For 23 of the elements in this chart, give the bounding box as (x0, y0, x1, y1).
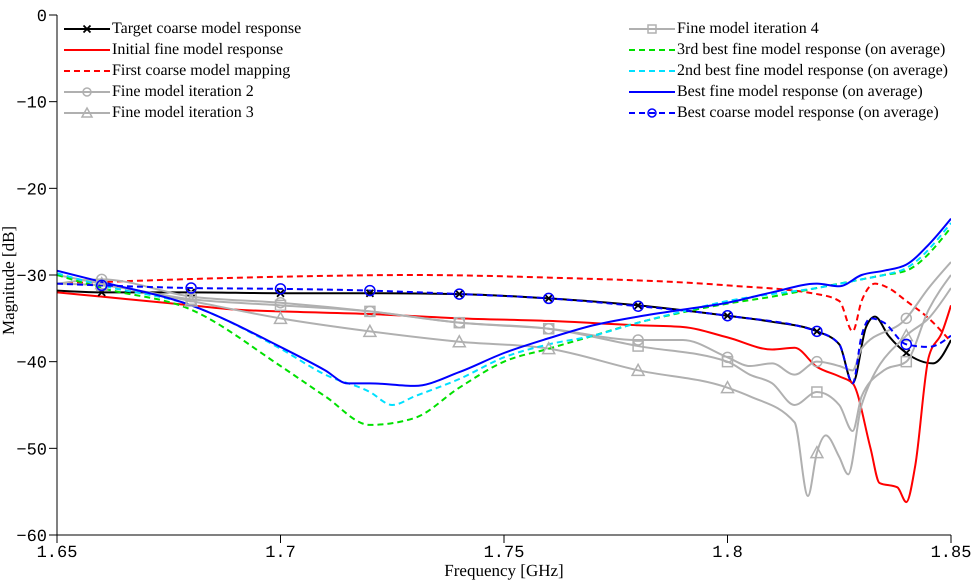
legend-label: 2nd best fine model response (on average) (676, 62, 948, 80)
x-tick-label: 1.8 (712, 544, 743, 564)
legend-label: Fine model iteration 2 (112, 82, 254, 100)
y-tick-label: −40 (16, 354, 47, 374)
y-tick-label: −30 (16, 268, 47, 288)
x-tick-label: 1.75 (484, 544, 524, 564)
x-tick-label: 1.7 (265, 544, 296, 564)
legend-label: Target coarse model response (112, 20, 302, 38)
legend-label: First coarse model mapping (112, 62, 290, 80)
legend-label: 3rd best fine model response (on average) (676, 40, 946, 58)
y-tick-label: −50 (16, 441, 47, 460)
x-axis-title: Frequency [GHz] (444, 561, 564, 580)
legend-label: Best fine model response (on average) (676, 82, 923, 100)
x-tick-label: 1.65 (36, 544, 78, 564)
x-tick-label: 1.85 (930, 544, 972, 564)
legend-label: Best coarse model response (on average) (676, 104, 939, 122)
legend-label: Fine model iteration 3 (112, 104, 254, 122)
y-tick-label: 0 (36, 8, 47, 28)
y-tick-label: −10 (16, 94, 47, 114)
y-axis-title: Magnitude [dB] (0, 226, 18, 335)
legend-label: Initial fine model response (112, 40, 284, 58)
legend-label: Fine model iteration 4 (676, 20, 819, 38)
y-tick-label: −20 (16, 181, 47, 200)
